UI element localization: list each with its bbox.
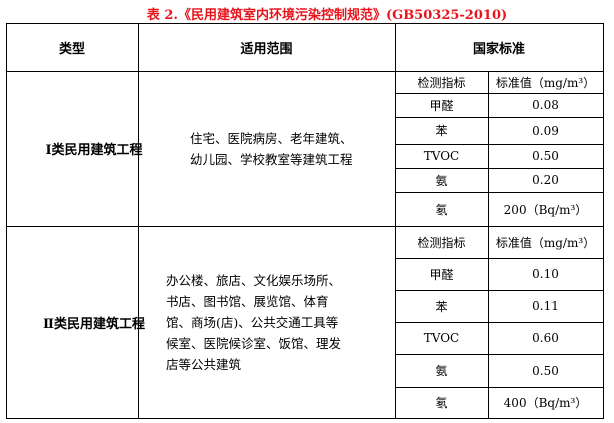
table-border (395, 23, 396, 419)
standard-value: 0.10 (532, 267, 559, 281)
applicable-scope: 办公楼、旅店、文化娱乐场所、书店、图书馆、展览馆、体育馆、商场(店)、公共交通工… (166, 272, 342, 372)
standard-value: 400（Bq/m³） (503, 396, 588, 410)
standard-value: 0.60 (532, 331, 559, 345)
sub-header-value: 标准值（mg/m³） (495, 75, 596, 90)
building-type: Ⅰ类民用建筑工程 (45, 143, 143, 158)
indicator-name: 甲醛 (429, 98, 454, 113)
sub-header-value: 标准值（mg/m³） (495, 235, 596, 250)
indicator-name: 苯 (435, 124, 448, 138)
standard-value: 200（Bq/m³） (503, 202, 588, 217)
table-border (395, 168, 604, 169)
indicator-name: 氨 (435, 173, 448, 188)
applicable-scope: 住宅、医院病房、老年建筑、幼儿园、学校教室等建筑工程 (190, 130, 353, 167)
table-border (395, 192, 604, 193)
indicator-name: 甲醛 (429, 267, 454, 282)
indicator-name: TVOC (423, 331, 460, 345)
table-border (6, 418, 604, 419)
standard-value: 0.08 (532, 98, 559, 112)
standard-value: 0.11 (532, 299, 559, 313)
table-border (395, 354, 604, 355)
header-type: 类型 (58, 41, 85, 57)
table-border (603, 23, 604, 419)
table-title: 表 2.《民用建筑室内环境污染控制规范》(GB50325-2010) (146, 8, 508, 23)
indicator-name: TVOC (423, 149, 460, 163)
standard-value: 0.20 (532, 173, 559, 187)
table-border (395, 322, 604, 323)
table-border (395, 93, 604, 94)
indicator-name: 氡 (435, 202, 448, 217)
table-border (395, 387, 604, 388)
indicator-name: 氡 (435, 396, 448, 410)
table-border (395, 290, 604, 291)
table-border (6, 23, 7, 419)
indicator-name: 苯 (435, 299, 448, 314)
sub-header-indicator: 检测指标 (417, 75, 466, 90)
header-standard: 国家标准 (472, 41, 525, 57)
standard-value: 0.50 (532, 363, 559, 378)
building-type: Ⅱ类民用建筑工程 (43, 316, 145, 332)
standard-value: 0.50 (532, 149, 559, 163)
table-border (6, 226, 604, 227)
sub-header-indicator: 检测指标 (417, 235, 466, 250)
table-border (6, 23, 604, 24)
table-border (6, 71, 604, 72)
table-border (395, 117, 604, 118)
indicator-name: 氨 (435, 364, 448, 378)
table-border (488, 71, 489, 418)
header-scope: 适用范围 (240, 41, 293, 57)
table-border (395, 144, 604, 145)
standard-value: 0.09 (532, 123, 559, 138)
table-border (138, 23, 139, 419)
table-border (395, 258, 604, 259)
